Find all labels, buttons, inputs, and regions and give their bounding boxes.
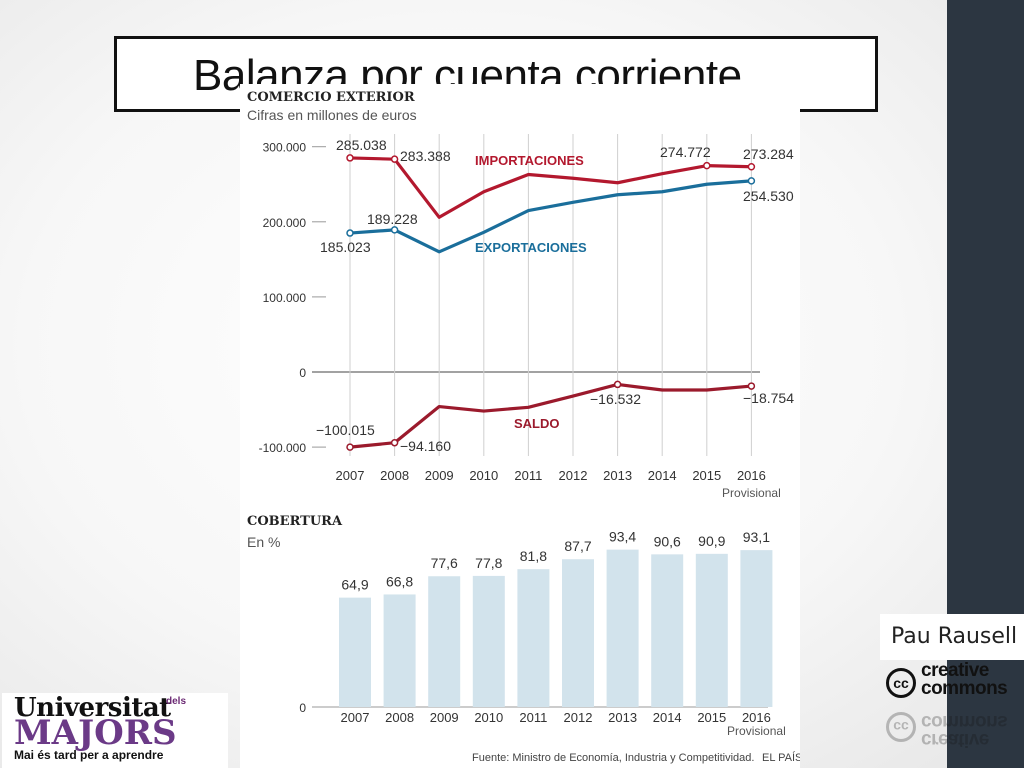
x-tick-label: 2012 <box>559 468 588 483</box>
series-line-balance <box>349 382 752 449</box>
bar-x-tick-label: 2014 <box>653 710 682 725</box>
bar-value-label: 81,8 <box>520 548 547 564</box>
bar-x-tick-label: 2013 <box>608 710 637 725</box>
series-marker-balance <box>613 380 622 389</box>
series-marker-imports <box>703 161 711 170</box>
bar-2010 <box>472 575 505 707</box>
series-marker-imports <box>747 163 756 171</box>
bar-chart-subtitle: En % <box>247 534 280 550</box>
series-label-exports: EXPORTACIONES <box>475 240 587 255</box>
data-label: 185.023 <box>320 239 371 255</box>
bar-2012 <box>562 559 594 707</box>
bar-2013 <box>606 549 639 707</box>
data-label: 189.228 <box>367 211 418 227</box>
x-tick-label: 2011 <box>514 468 542 483</box>
university-dels: dels <box>166 696 187 707</box>
bar-value-label: 93,4 <box>609 529 636 545</box>
bar-value-label: 77,8 <box>475 555 502 571</box>
bar-value-label: 90,6 <box>654 533 681 549</box>
bar-2015 <box>695 553 728 707</box>
data-label: 274.772 <box>660 144 711 160</box>
bar-2008 <box>383 594 416 707</box>
bar-2011 <box>517 569 550 707</box>
university-name: Universitat <box>14 693 171 723</box>
series-line-imports <box>349 156 752 219</box>
x-sublabel-provisional: Provisional <box>722 486 781 500</box>
chart-canvas: COMERCIO EXTERIOR Cifras en millones de e… <box>247 90 800 764</box>
series-label-imports: IMPORTACIONES <box>475 153 584 168</box>
bar-value-label: 90,9 <box>698 533 725 549</box>
bar-value-label: 93,1 <box>743 529 770 545</box>
data-label: 283.388 <box>400 148 451 164</box>
bar-x-tick-label: 2010 <box>474 710 503 725</box>
university-majors: MAJORS <box>14 713 177 753</box>
x-tick-label: 2016 <box>737 468 766 483</box>
source-note: Fuente: Ministro de Economía, Industria … <box>472 752 754 764</box>
bar-2007 <box>339 597 371 707</box>
bar-baseline-label: 0 <box>299 701 306 715</box>
series-marker-balance <box>390 438 399 447</box>
bar-value-label: 66,8 <box>386 573 413 589</box>
series-marker-balance <box>346 443 354 451</box>
chart-figure: COMERCIO EXTERIOR Cifras en millones de e… <box>240 84 800 768</box>
cc-wordmark: creative commons <box>921 660 1008 699</box>
bar-chart-title: COBERTURA <box>247 514 343 529</box>
bar-x-tick-label: 2011 <box>519 710 547 725</box>
line-chart-title: COMERCIO EXTERIOR <box>247 90 415 105</box>
x-tick-label: 2013 <box>603 468 632 483</box>
data-label: 285.038 <box>336 137 387 153</box>
creative-commons-logo-reflection: cc creative commons <box>884 706 1024 750</box>
x-tick-label: 2015 <box>692 468 721 483</box>
cc-icon: cc <box>886 668 916 698</box>
data-label: −16.532 <box>590 391 641 407</box>
data-label: −100.015 <box>316 422 375 438</box>
university-motto: Mai és tard per a aprendre <box>14 748 164 762</box>
data-label: −94.160 <box>400 438 451 454</box>
y-tick-label: 300.000 <box>263 141 307 155</box>
bar-x-tick-label: 2008 <box>385 710 414 725</box>
university-logo: Universitat dels MAJORS Mai és tard per … <box>2 693 228 768</box>
x-tick-label: 2014 <box>648 468 677 483</box>
x-tick-label: 2008 <box>380 468 409 483</box>
bar-x-tick-label: 2016 <box>742 710 771 725</box>
x-tick-label: 2009 <box>425 468 454 483</box>
bar-value-label: 77,6 <box>431 555 458 571</box>
series-marker-balance <box>747 382 756 390</box>
data-label: 254.530 <box>743 188 794 204</box>
y-tick-label: 0 <box>299 366 306 380</box>
bar-2014 <box>651 554 684 707</box>
bar-x-tick-label: 2009 <box>430 710 459 725</box>
data-label: −18.754 <box>743 390 794 406</box>
author-name: Pau Rausell <box>891 624 1018 649</box>
series-marker-imports <box>346 154 354 162</box>
y-tick-label: 100.000 <box>263 291 307 305</box>
x-tick-label: 2007 <box>336 468 365 483</box>
bar-2016 <box>740 550 773 707</box>
line-chart-subtitle: Cifras en millones de euros <box>247 107 417 123</box>
author-box <box>880 614 1024 660</box>
y-tick-label: -100.000 <box>259 441 307 455</box>
bar-x-tick-label: 2007 <box>341 710 370 725</box>
bar-x-tick-label: 2012 <box>564 710 593 725</box>
x-tick-label: 2010 <box>469 468 498 483</box>
series-marker-exports <box>390 226 399 234</box>
series-line-exports <box>349 179 752 254</box>
y-tick-label: 200.000 <box>263 216 307 230</box>
bar-x-sublabel-provisional: Provisional <box>727 724 786 738</box>
creative-commons-logo: cc creative commons <box>884 660 1024 704</box>
series-marker-exports <box>346 229 354 237</box>
series-label-balance: SALDO <box>514 416 560 431</box>
bar-value-label: 64,9 <box>341 577 368 593</box>
series-marker-exports <box>747 177 756 185</box>
series-marker-imports <box>390 155 399 163</box>
publisher-label: EL PAÍS <box>762 751 800 764</box>
data-label: 273.284 <box>743 146 794 162</box>
bar-x-tick-label: 2015 <box>697 710 726 725</box>
bar-value-label: 87,7 <box>564 538 591 554</box>
bar-2009 <box>428 576 461 707</box>
